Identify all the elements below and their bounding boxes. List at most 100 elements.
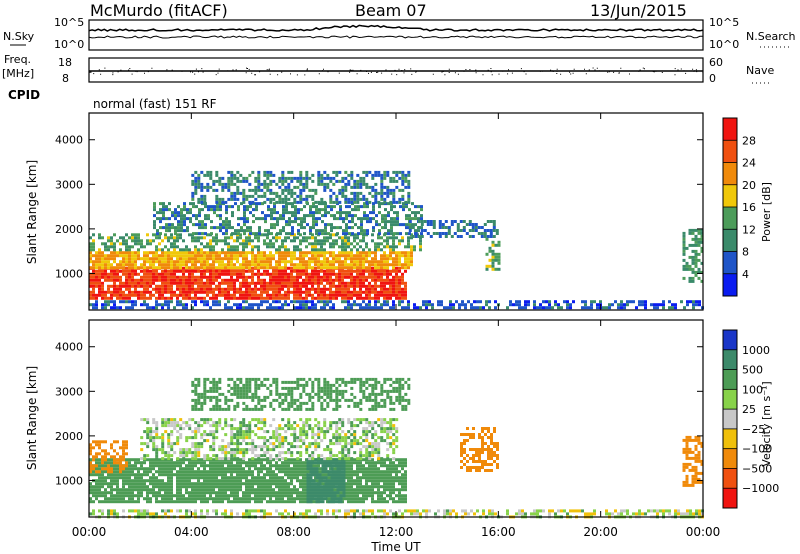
heatmap-cell bbox=[323, 303, 326, 307]
heatmap-cell bbox=[216, 205, 219, 209]
heatmap-cell bbox=[164, 269, 167, 273]
heatmap-cell bbox=[158, 293, 161, 297]
heatmap-cell bbox=[98, 257, 101, 261]
heatmap-cell bbox=[206, 266, 209, 270]
heatmap-cell bbox=[287, 470, 290, 474]
heatmap-cell bbox=[324, 226, 327, 230]
heatmap-cell bbox=[377, 272, 380, 276]
heatmap-cell bbox=[276, 211, 279, 215]
heatmap-cell bbox=[404, 281, 407, 285]
heatmap-cell bbox=[281, 303, 284, 307]
heatmap-cell bbox=[146, 269, 149, 273]
heatmap-cell bbox=[344, 170, 348, 174]
heatmap-cell bbox=[143, 485, 146, 489]
heatmap-cell bbox=[155, 485, 158, 489]
heatmap-cell bbox=[318, 473, 322, 477]
heatmap-cell bbox=[215, 242, 218, 246]
heatmap-cell bbox=[242, 275, 245, 279]
heatmap-cell bbox=[398, 170, 402, 174]
heatmap-cell bbox=[312, 470, 316, 474]
heatmap-cell bbox=[644, 303, 647, 307]
heatmap-cell bbox=[185, 293, 188, 297]
heatmap-cell bbox=[176, 470, 179, 474]
heatmap-cell bbox=[266, 461, 269, 465]
heatmap-cell bbox=[378, 229, 381, 233]
heatmap-cell bbox=[92, 233, 95, 237]
heatmap-cell bbox=[146, 470, 149, 474]
heatmap-cell bbox=[188, 290, 191, 294]
heatmap-cell bbox=[224, 476, 227, 480]
heatmap-cell bbox=[203, 200, 207, 204]
heatmap-cell bbox=[113, 488, 116, 492]
heatmap-cell bbox=[269, 284, 272, 288]
heatmap-cell bbox=[380, 182, 384, 186]
heatmap-cell bbox=[293, 485, 296, 489]
heatmap-cell bbox=[314, 260, 317, 264]
heatmap-cell bbox=[224, 182, 228, 186]
heatmap-cell bbox=[311, 296, 314, 300]
heatmap-cell bbox=[290, 458, 293, 462]
heatmap-cell bbox=[314, 236, 317, 240]
heatmap-cell bbox=[309, 467, 313, 471]
heatmap-cell bbox=[212, 278, 215, 282]
heatmap-cell bbox=[98, 266, 101, 270]
heatmap-cell bbox=[342, 211, 345, 215]
heatmap-cell bbox=[401, 479, 404, 483]
heatmap-cell bbox=[122, 281, 125, 285]
heatmap-cell bbox=[194, 254, 197, 258]
heatmap-cell bbox=[230, 479, 233, 483]
heatmap-cell bbox=[227, 263, 230, 267]
heatmap-cell bbox=[219, 208, 222, 212]
heatmap-cell bbox=[350, 191, 354, 195]
heatmap-cell bbox=[278, 482, 281, 486]
heatmap-cell bbox=[95, 458, 98, 462]
heatmap-cell bbox=[356, 182, 360, 186]
heatmap-cell bbox=[299, 182, 303, 186]
heatmap-cell bbox=[89, 281, 92, 285]
heatmap-cell bbox=[314, 188, 318, 192]
heatmap-cell bbox=[158, 482, 161, 486]
heatmap-cell bbox=[366, 232, 369, 236]
heatmap-cell bbox=[200, 287, 203, 291]
heatmap-cell bbox=[293, 245, 296, 249]
heatmap-cell bbox=[215, 482, 218, 486]
heatmap-cell bbox=[161, 464, 164, 468]
heatmap-cell bbox=[218, 293, 221, 297]
heatmap-cell bbox=[605, 306, 608, 310]
heatmap-cell bbox=[405, 226, 408, 230]
heatmap-cell bbox=[134, 293, 137, 297]
heatmap-cell bbox=[371, 461, 374, 465]
heatmap-cell bbox=[255, 202, 258, 206]
heatmap-cell bbox=[164, 281, 167, 285]
heatmap-cell bbox=[372, 202, 375, 206]
heatmap-cell bbox=[230, 284, 233, 288]
heatmap-cell bbox=[318, 500, 322, 504]
heatmap-cell bbox=[257, 185, 261, 189]
heatmap-cell bbox=[140, 303, 143, 307]
heatmap-cell bbox=[234, 232, 237, 236]
heatmap-cell bbox=[332, 293, 335, 297]
heatmap-cell bbox=[152, 275, 155, 279]
heatmap-cell bbox=[299, 482, 302, 486]
heatmap-cell bbox=[227, 278, 230, 282]
heatmap-cell bbox=[492, 220, 496, 223]
heatmap-cell bbox=[356, 266, 359, 270]
heatmap-cell bbox=[194, 263, 197, 267]
heatmap-cell bbox=[392, 236, 395, 240]
heatmap-cell bbox=[494, 252, 498, 256]
heatmap-cell bbox=[146, 458, 149, 462]
heatmap-cell bbox=[344, 254, 347, 258]
heatmap-cell bbox=[311, 303, 314, 307]
heatmap-cell bbox=[146, 303, 149, 307]
heatmap-cell bbox=[398, 488, 401, 492]
heatmap-cell bbox=[353, 191, 357, 195]
heatmap-cell bbox=[691, 276, 695, 280]
heatmap-cell bbox=[281, 176, 285, 180]
heatmap-cell bbox=[398, 266, 401, 270]
heatmap-cell bbox=[191, 275, 194, 279]
heatmap-cell bbox=[128, 287, 131, 291]
heatmap-cell bbox=[200, 296, 203, 300]
heatmap-cell bbox=[119, 290, 122, 294]
heatmap-cell bbox=[296, 266, 299, 270]
